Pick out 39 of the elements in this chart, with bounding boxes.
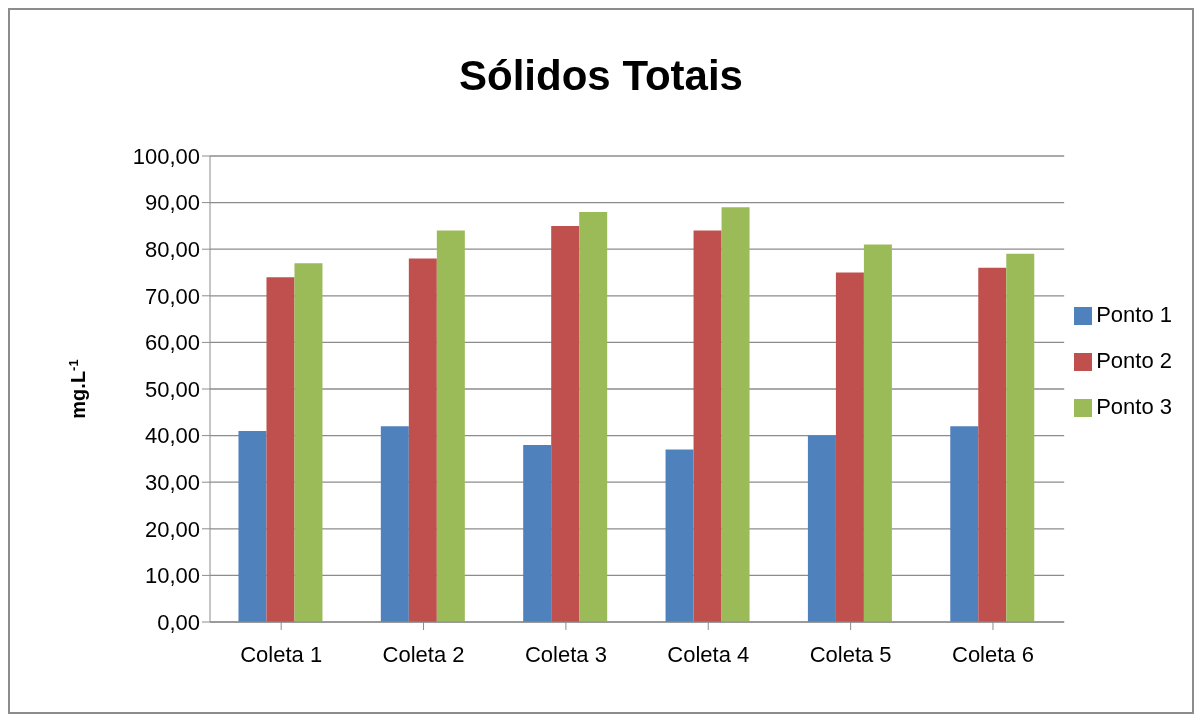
x-tick-label: Coleta 3 [524,641,607,667]
bar [950,426,979,622]
chart-title: Sólidos Totais [458,52,744,100]
y-tick-label: 50,00 [144,376,200,402]
bar [721,207,750,622]
y-tick-label: 90,00 [144,190,200,216]
y-tick-label: 60,00 [144,330,200,356]
bar [523,444,552,622]
y-tick-label: 40,00 [144,423,200,449]
bar [408,258,437,622]
bar [436,230,465,622]
bar [835,272,864,622]
y-tick-label: 30,00 [144,470,200,496]
y-tick-label: 10,00 [144,563,200,589]
bar [665,449,694,622]
y-tick-label: 80,00 [144,237,200,263]
bar [380,426,409,622]
bar [1006,253,1035,622]
x-tick-label: Coleta 5 [809,641,892,667]
x-tick-label: Coleta 6 [952,641,1034,667]
y-tick-label: 100,00 [132,143,200,169]
bar [978,267,1007,622]
x-tick-label: Coleta 4 [667,641,750,667]
legend-label: Ponto 2 [1096,348,1172,373]
x-tick-label: Coleta 1 [240,641,323,667]
bar [294,263,323,622]
legend-label: Ponto 3 [1096,394,1172,419]
y-tick-label: 70,00 [144,283,200,309]
bar [693,230,722,622]
x-tick-label: Coleta 2 [382,641,465,667]
bar [579,211,608,622]
bar [238,430,267,622]
bar [551,225,580,622]
y-tick-label: 0,00 [157,609,200,635]
y-tick-label: 20,00 [144,516,200,542]
bar [863,244,892,622]
legend-label: Ponto 1 [1096,302,1172,327]
bar [266,277,295,622]
bar [807,435,836,622]
